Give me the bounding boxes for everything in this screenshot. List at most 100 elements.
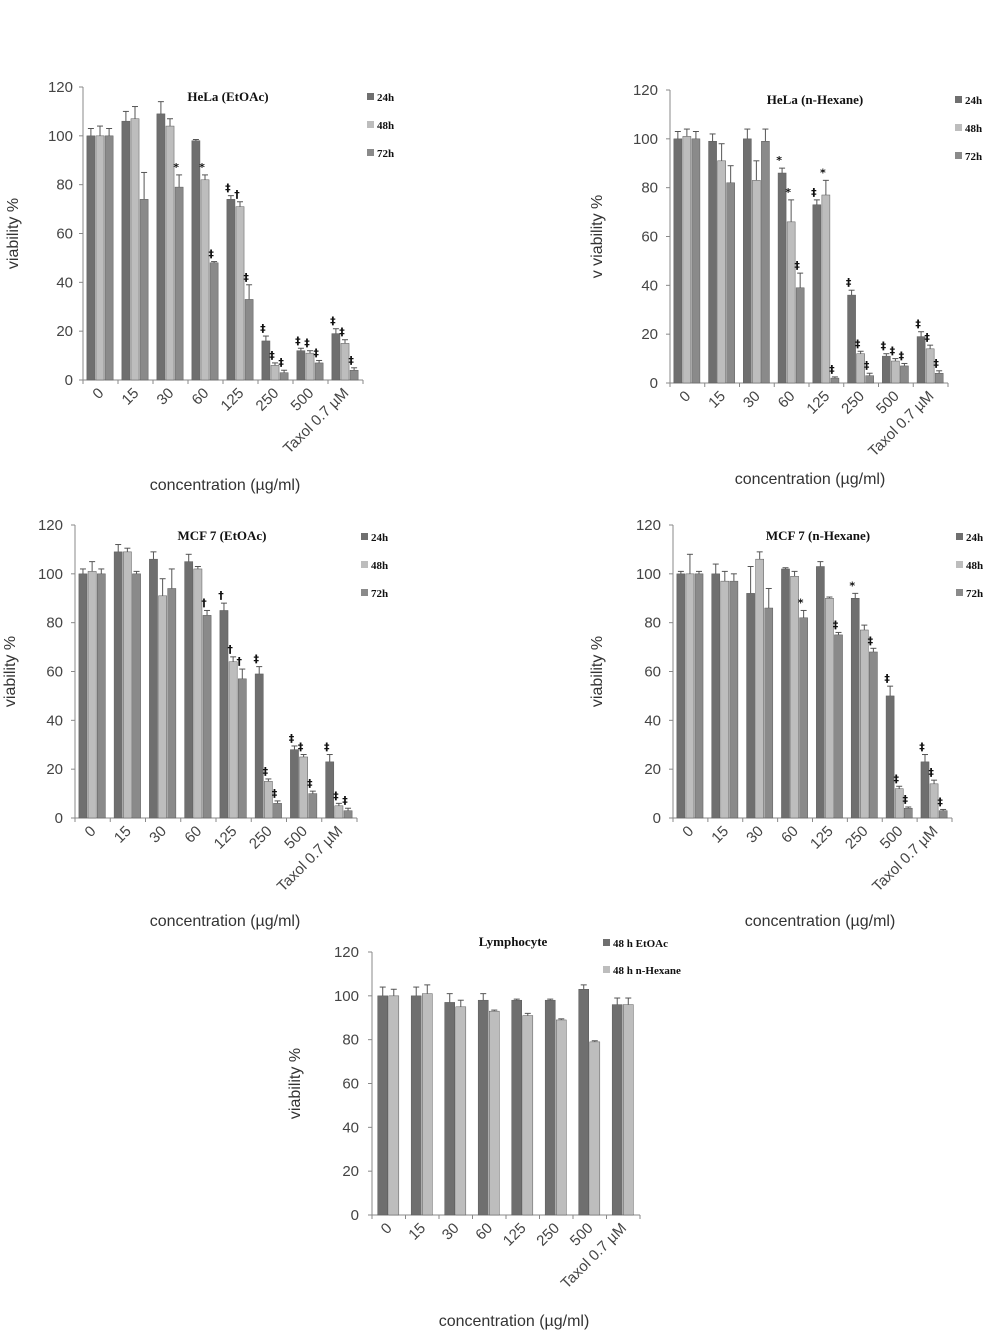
legend-swatch (956, 561, 963, 568)
x-tick-label: 125 (211, 823, 241, 853)
y-tick-label: 20 (342, 1163, 359, 1180)
significance-mark: ‡ (881, 340, 887, 353)
bar (96, 573, 106, 819)
bar (377, 995, 389, 1216)
bar (228, 661, 238, 819)
bar (308, 793, 318, 819)
significance-mark: ‡ (855, 337, 861, 350)
bar (812, 204, 822, 384)
bar (78, 573, 88, 819)
significance-mark: † (201, 596, 207, 609)
significance-mark: * (173, 161, 179, 174)
bar (331, 333, 341, 381)
significance-mark: ‡ (253, 653, 259, 666)
bar (296, 350, 306, 381)
legend-swatch (955, 96, 962, 103)
significance-mark: ‡ (295, 334, 301, 347)
bar (219, 610, 229, 819)
significance-mark: ‡ (304, 337, 310, 350)
bar (694, 573, 704, 819)
x-tick-label: 125 (803, 388, 833, 418)
bar (130, 118, 140, 381)
y-tick-label: 60 (56, 226, 73, 243)
significance-mark: ‡ (928, 766, 934, 779)
x-axis-title: concentration (µg/ml) (150, 913, 301, 930)
legend-label: 24h (965, 95, 982, 107)
y-tick-label: 40 (644, 712, 661, 729)
legend-label: 48 h n-Hexane (613, 965, 681, 977)
bar (123, 551, 132, 819)
x-axis-title: concentration (µg/ml) (735, 471, 886, 488)
bar (113, 551, 123, 819)
y-tick-label: 40 (56, 274, 73, 291)
significance-mark: † (237, 655, 243, 668)
legend-swatch (603, 966, 610, 973)
x-tick-label: 0 (89, 385, 107, 403)
y-tick-label: 120 (48, 79, 73, 96)
x-tick-label: 0 (676, 388, 694, 406)
bar (682, 136, 692, 384)
x-tick-label: 30 (154, 385, 178, 409)
bar (290, 749, 299, 819)
y-tick-label: 100 (334, 988, 359, 1005)
y-tick-label: 80 (56, 177, 73, 194)
bar (254, 673, 264, 819)
bar (544, 999, 556, 1216)
significance-mark: † (227, 643, 233, 656)
bar (349, 369, 359, 381)
y-tick-label: 20 (644, 761, 661, 778)
y-tick-label: 120 (636, 517, 661, 534)
significance-mark: * (820, 166, 826, 179)
bar (455, 1006, 467, 1216)
significance-mark: ‡ (890, 345, 896, 358)
bar (786, 221, 796, 384)
significance-mark: ‡ (794, 259, 800, 272)
bar (158, 595, 167, 819)
bar (781, 568, 790, 819)
significance-mark: ‡ (324, 741, 330, 754)
y-tick-label: 100 (636, 566, 661, 583)
x-tick-label: 125 (218, 385, 248, 415)
bar (410, 995, 422, 1216)
chart-title: Lymphocyte (479, 934, 548, 949)
y-tick-label: 100 (38, 566, 63, 583)
bar (191, 140, 201, 381)
bar (86, 135, 96, 381)
x-tick-label: 0 (82, 823, 100, 841)
legend-swatch (956, 589, 963, 596)
bar (121, 120, 131, 381)
bar (850, 598, 860, 819)
bar (95, 135, 105, 381)
bar (167, 588, 177, 819)
significance-mark: ‡ (298, 741, 304, 754)
x-tick-label: 30 (743, 823, 767, 847)
bar (237, 678, 247, 819)
x-tick-label: 500 (288, 385, 318, 415)
bar (938, 810, 948, 819)
x-tick-label: 30 (740, 388, 764, 412)
x-tick-label: 60 (181, 823, 205, 847)
significance-mark: ‡ (924, 331, 930, 344)
significance-mark: ‡ (263, 765, 269, 778)
chart-title: HeLa (n-Hexane) (767, 92, 863, 107)
x-axis-title: concentration (µg/ml) (150, 477, 301, 494)
bar (511, 999, 523, 1216)
x-tick-label: 15 (119, 385, 143, 409)
bar (717, 160, 726, 384)
legend-swatch (361, 561, 368, 568)
legend-label: 48 h EtOAc (613, 938, 668, 950)
chart-title: MCF 7 (n-Hexane) (766, 528, 870, 543)
y-tick-label: 80 (342, 1032, 359, 1049)
x-tick-label: 30 (439, 1220, 463, 1244)
bar (589, 1041, 601, 1216)
legend-label: 72h (966, 588, 983, 600)
y-tick-label: 80 (644, 615, 661, 632)
x-tick-label: 60 (189, 385, 213, 409)
bar (743, 138, 752, 384)
x-tick-label: 250 (838, 388, 868, 418)
x-axis-title: concentration (µg/ml) (439, 1313, 590, 1330)
y-tick-label: 0 (351, 1207, 359, 1224)
x-axis-title: concentration (µg/ml) (745, 913, 896, 930)
